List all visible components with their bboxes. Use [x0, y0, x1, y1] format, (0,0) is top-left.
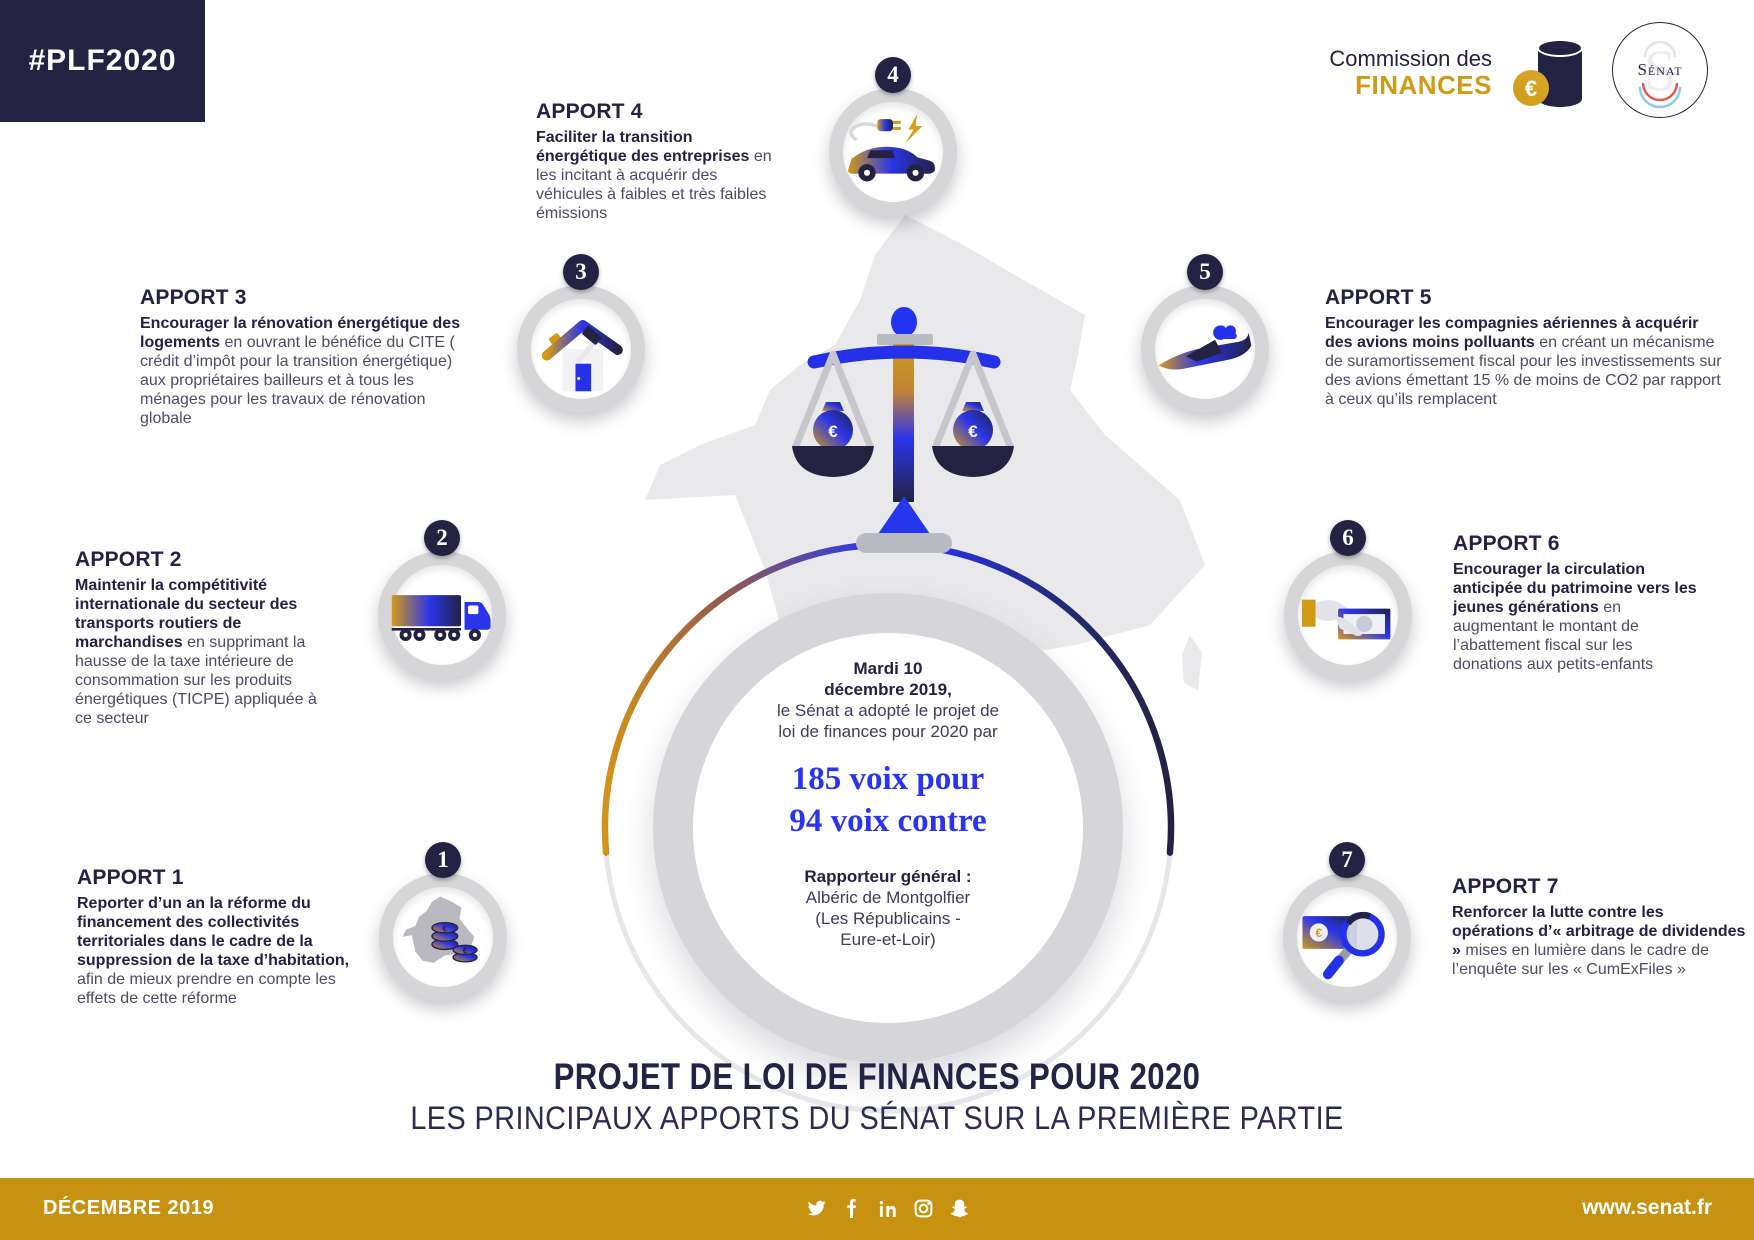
facebook-icon[interactable] — [841, 1198, 862, 1219]
vote-intro-line3: le Sénat a adopté le projet de — [776, 701, 1000, 720]
hashtag-badge: #PLF2020 — [0, 0, 205, 122]
rapporteur-dept: Eure-et-Loir) — [840, 930, 936, 949]
apport-4-text: Faciliter la transition énergétique des … — [536, 129, 772, 222]
commission-finances-logo: Commission des FINANCES — [1192, 46, 1492, 101]
svg-text:€: € — [1525, 76, 1537, 101]
apport-5-block: APPORT 5 Encourager les compagnies aérie… — [1325, 286, 1725, 409]
social-icons — [805, 1198, 970, 1219]
apport-5-title: APPORT 5 — [1325, 286, 1432, 309]
svg-text:€: € — [968, 422, 978, 441]
apport-2-circle — [378, 551, 506, 679]
apport-7-circle: € — [1283, 873, 1411, 1001]
apport-4-title: APPORT 4 — [536, 100, 643, 123]
senat-logo-arcs — [1638, 40, 1682, 109]
apport-2-block: APPORT 2 Maintenir la compétitivité inte… — [75, 548, 325, 728]
snapchat-icon[interactable] — [949, 1198, 970, 1219]
coin-stack-icon: € — [1513, 39, 1583, 107]
commission-line2: FINANCES — [1355, 70, 1492, 101]
svg-text:€: € — [463, 947, 468, 956]
vote-result: 185 voix pour 94 voix contre — [688, 758, 1088, 842]
rapporteur-name: Albéric de Montgolfier — [805, 888, 971, 907]
apport-5-number-badge: 5 — [1187, 254, 1223, 290]
senat-url[interactable]: www.senat.fr — [1582, 1196, 1712, 1219]
apport-7-number-badge: 7 — [1329, 842, 1365, 878]
rapporteur-block: Rapporteur général : Albéric de Montgolf… — [688, 866, 1088, 950]
house-renovation-icon — [541, 320, 623, 392]
apport-4-circle — [829, 88, 957, 216]
svg-text:€: € — [443, 924, 448, 933]
electric-car-icon — [847, 113, 935, 182]
senat-logo-text: Sénat — [1637, 60, 1683, 79]
apport-7-block: APPORT 7 Renforcer la lutte contre les o… — [1452, 875, 1747, 979]
apport-3-text: Encourager la rénovation énergétique des… — [140, 315, 461, 427]
commission-line1: Commission des — [1329, 46, 1492, 71]
apport-3-number-badge: 3 — [563, 254, 599, 290]
apport-1-title: APPORT 1 — [77, 866, 184, 889]
page-subtitle: LES PRINCIPAUX APPORTS DU SÉNAT SUR LA P… — [410, 1100, 1344, 1136]
scales-of-justice-icon: € € — [792, 307, 1014, 553]
apport-1-text: Reporter d’un an la réforme du financeme… — [77, 895, 350, 1007]
hashtag-label: #PLF2020 — [28, 44, 177, 77]
vote-against: 94 voix contre — [789, 803, 987, 839]
linkedin-icon[interactable] — [877, 1198, 898, 1219]
apport-7-title: APPORT 7 — [1452, 875, 1559, 898]
truck-icon — [391, 595, 491, 641]
apport-4-number-badge: 4 — [875, 57, 911, 93]
apport-2-number-badge: 2 — [424, 520, 460, 556]
apport-1-block: APPORT 1 Reporter d’un an la réforme du … — [77, 866, 377, 1008]
footer-bar: DÉCEMBRE 2019 www.senat.fr — [0, 1178, 1754, 1240]
apport-7-text: Renforcer la lutte contre les opérations… — [1452, 904, 1746, 978]
apport-6-text: Encourager la circulation anticipée du p… — [1453, 561, 1697, 673]
apport-6-number-badge: 6 — [1330, 520, 1366, 556]
plane-icon — [1158, 325, 1252, 370]
apport-3-title: APPORT 3 — [140, 286, 247, 309]
apport-5-circle — [1141, 285, 1269, 413]
magnifier-banknote-icon: € — [1302, 911, 1385, 980]
apport-5-text: Encourager les compagnies aériennes à ac… — [1325, 315, 1722, 408]
rapporteur-party: (Les Républicains - — [815, 909, 961, 928]
senat-logo: S Sénat — [1612, 22, 1708, 118]
twitter-icon[interactable] — [805, 1198, 826, 1219]
svg-text:€: € — [1316, 926, 1323, 940]
apport-1-number-badge: 1 — [425, 842, 461, 878]
vote-for: 185 voix pour — [791, 761, 985, 797]
apport-1-circle: € € — [379, 873, 507, 1001]
vote-date-line2: décembre 2019, — [824, 680, 952, 699]
rapporteur-label: Rapporteur général : — [804, 867, 972, 886]
apport-2-text: Maintenir la compétitivité international… — [75, 577, 317, 727]
apport-6-block: APPORT 6 Encourager la circulation antic… — [1453, 532, 1703, 674]
france-coins-icon: € € — [402, 896, 478, 963]
apport-6-title: APPORT 6 — [1453, 532, 1560, 555]
apport-6-circle — [1284, 551, 1412, 679]
vote-date-line1: Mardi 10 — [853, 659, 923, 678]
vote-intro-line4: loi de finances pour 2020 par — [778, 722, 998, 741]
apport-3-circle — [517, 285, 645, 413]
apport-3-block: APPORT 3 Encourager la rénovation énergé… — [140, 286, 470, 428]
page-title: PROJET DE LOI DE FINANCES POUR 2020 — [553, 1056, 1201, 1097]
instagram-icon[interactable] — [913, 1198, 934, 1219]
vote-summary: Mardi 10 décembre 2019, le Sénat a adopt… — [688, 658, 1088, 950]
france-map — [645, 215, 1205, 700]
hand-banknote-icon — [1301, 599, 1391, 640]
svg-text:€: € — [828, 422, 838, 441]
apport-4-block: APPORT 4 Faciliter la transition énergét… — [536, 100, 776, 223]
footer-date: DÉCEMBRE 2019 — [43, 1197, 215, 1219]
apport-2-title: APPORT 2 — [75, 548, 182, 571]
